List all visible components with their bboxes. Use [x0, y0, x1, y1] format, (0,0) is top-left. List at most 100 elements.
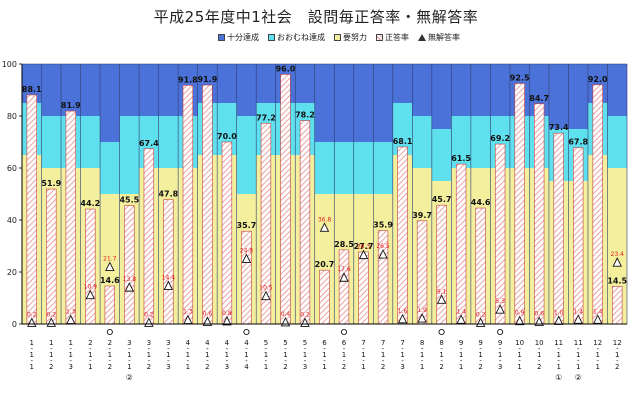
category-label: 2	[205, 363, 209, 371]
correct-rate-label: 35.7	[237, 221, 257, 230]
correct-rate-label: 67.4	[139, 139, 159, 148]
no-answer-marker	[456, 314, 466, 324]
band-fully-achieved	[490, 64, 510, 116]
category-label: 4	[244, 339, 249, 347]
category-label: 2	[147, 363, 151, 371]
no-answer-marker	[241, 253, 252, 263]
no-answer-marker	[339, 272, 349, 282]
band-fully-achieved	[139, 64, 159, 116]
correct-rate-bar	[124, 205, 135, 325]
category-label: 1	[127, 351, 131, 359]
correct-rate-bar	[65, 110, 76, 325]
category-label: 1	[478, 351, 482, 359]
category-dash: -	[479, 345, 482, 353]
category-label: 7	[400, 339, 404, 347]
band-fully-achieved	[451, 64, 471, 116]
no-answer-label: 0.9	[515, 310, 525, 317]
no-answer-label: 5.3	[495, 298, 505, 305]
correct-rate-label: 45.7	[432, 195, 452, 204]
category-label: 1	[127, 363, 131, 371]
category-sub-label: ①	[555, 373, 562, 382]
no-answer-label: 1.9	[417, 307, 427, 314]
y-tick-label: 0	[12, 320, 17, 329]
legend-swatch	[334, 34, 341, 41]
correct-rate-bar	[85, 208, 96, 325]
category-label: 1	[361, 351, 365, 359]
band-mostly-achieved	[119, 116, 140, 194]
legend-item: 要努力	[334, 32, 367, 43]
no-answer-label: 1.6	[398, 308, 408, 315]
category-dash: -	[382, 357, 385, 365]
core-question-circle-icon	[438, 328, 445, 336]
chart-title: 平成25年度中1社会 設問毎正答率・無解答率	[153, 8, 479, 26]
core-question-circle-icon	[243, 328, 250, 336]
no-answer-marker	[534, 316, 544, 326]
band-mostly-achieved	[334, 142, 354, 194]
category-label: 1	[420, 351, 424, 359]
no-answer-label: 36.8	[318, 216, 332, 223]
correct-rate-bar	[436, 204, 447, 325]
category-label: 8	[420, 339, 424, 347]
band-fully-achieved	[314, 64, 335, 142]
no-answer-label: 0.6	[534, 310, 544, 317]
legend-swatch	[268, 34, 275, 41]
no-answer-label: 26.5	[376, 243, 390, 250]
category-label: 11	[574, 339, 583, 347]
no-answer-label: 0.8	[222, 310, 232, 317]
category-dash: -	[362, 345, 365, 353]
correct-rate-bar	[592, 84, 603, 325]
category-label: 3	[225, 363, 229, 371]
category-label: 1	[49, 339, 53, 347]
category-label: 2	[615, 363, 619, 371]
category-label: 1	[322, 363, 326, 371]
category-dash: -	[577, 357, 580, 365]
category-label: 1	[517, 351, 521, 359]
no-answer-marker	[124, 282, 135, 292]
band-effort	[607, 168, 627, 324]
no-answer-marker	[358, 249, 369, 260]
category-label: 1	[556, 351, 560, 359]
category-label: 3	[400, 363, 404, 371]
correct-rate-label: 77.2	[256, 113, 276, 122]
band-fully-achieved	[256, 64, 276, 103]
correct-rate-label: 73.4	[549, 123, 569, 132]
category-label: 1	[186, 351, 190, 359]
category-label: 2	[49, 363, 53, 371]
category-dash: -	[245, 345, 248, 353]
core-question-circle-icon	[106, 328, 113, 336]
band-fully-achieved	[334, 64, 354, 142]
no-answer-marker	[85, 289, 96, 300]
category-dash: -	[265, 357, 268, 365]
correct-rate-label: 39.7	[412, 211, 432, 220]
legend: 十分達成 おおむね達成 要努力 正答率 無解答率	[218, 32, 460, 43]
category-label: 1	[186, 363, 190, 371]
category-dash: -	[616, 357, 619, 365]
band-mostly-achieved	[314, 142, 335, 194]
correct-rate-bar	[143, 148, 155, 325]
category-label: 2	[108, 339, 112, 347]
category-dash: -	[206, 345, 209, 353]
band-fully-achieved	[548, 64, 569, 129]
category-dash: -	[89, 345, 92, 353]
correct-rate-bar	[573, 147, 584, 325]
no-answer-label: 0.2	[476, 311, 486, 318]
band-mostly-achieved	[470, 116, 491, 168]
category-dash: -	[401, 345, 404, 353]
category-label: 1	[49, 351, 53, 359]
correct-rate-bar	[46, 188, 57, 325]
category-dash: -	[50, 357, 53, 365]
category-label: 5	[283, 339, 287, 347]
category-label: 6	[342, 339, 347, 347]
category-label: 7	[361, 339, 365, 347]
category-dash: -	[382, 345, 385, 353]
no-answer-marker	[436, 294, 447, 304]
category-label: 1	[498, 351, 502, 359]
no-answer-label: 0.4	[281, 311, 291, 318]
no-answer-marker	[222, 315, 232, 326]
category-label: 1	[283, 351, 287, 359]
no-answer-label: 0.2	[47, 311, 57, 318]
category-label: 3	[69, 363, 73, 371]
category-label: 1	[420, 363, 424, 371]
y-tick-label: 20	[7, 268, 17, 277]
no-answer-label: 23.4	[611, 251, 625, 258]
